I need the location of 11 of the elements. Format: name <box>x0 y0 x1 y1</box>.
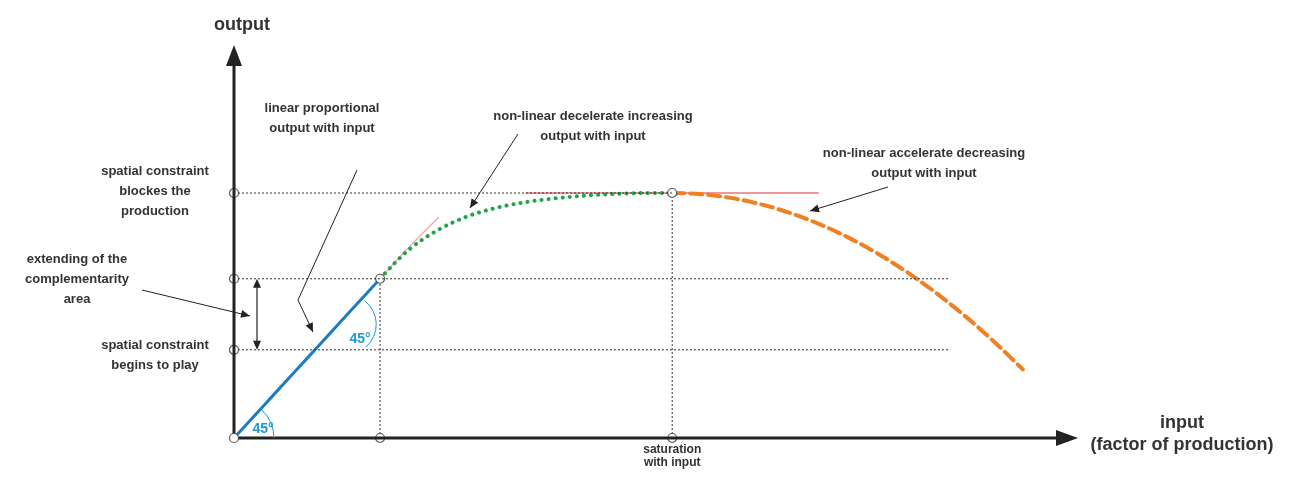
x-axis-title: input (factor of production) <box>1090 412 1274 454</box>
annotation: 45° <box>252 420 274 436</box>
ref-line-label: spatial constraint blockes the production <box>101 163 210 218</box>
text: extending of the complementarity area <box>24 251 130 306</box>
text: saturation with input <box>642 442 702 469</box>
text: non-linear decelerate increasing output with input <box>493 108 693 143</box>
text: output <box>214 14 270 34</box>
annotation: 45° <box>349 330 371 346</box>
text: linear proportional output with input <box>264 100 380 135</box>
ref-line-label: spatial constraint begins to play <box>101 336 210 372</box>
text: non-linear accelerate decreasing output with input <box>822 145 1026 180</box>
